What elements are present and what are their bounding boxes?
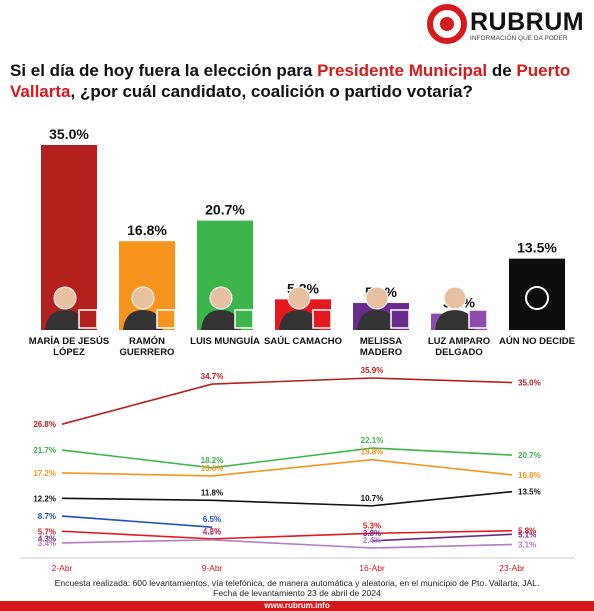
page: {"header": {"brand": "RUBRUM", "tagline"… — [0, 0, 594, 611]
data-label: 11.8% — [201, 488, 223, 497]
title-part: , ¿por cuál candidato, coalición o parti… — [71, 82, 473, 101]
series-line — [62, 516, 212, 527]
series-line — [62, 540, 512, 548]
portrait-head — [210, 287, 232, 309]
value-label: 35.0% — [49, 126, 89, 142]
bar — [509, 259, 565, 330]
data-label: 35.9% — [361, 366, 384, 375]
series-line — [62, 448, 512, 468]
data-label: 26.8% — [33, 420, 56, 429]
data-label: 5.1% — [518, 530, 536, 539]
portrait-head — [288, 287, 310, 309]
category-label: LUZ AMPARO DELGADO — [418, 336, 500, 358]
data-label: 8.7% — [38, 512, 56, 521]
tagline: INFORMACIÓN QUE DA PODER — [470, 35, 568, 42]
category-label: MELISSA MADERO — [340, 336, 422, 358]
party-logo — [313, 310, 331, 328]
category-label: AÚN NO DECIDE — [496, 336, 578, 347]
value-label: 16.8% — [127, 222, 167, 238]
data-label: 16.8% — [518, 471, 541, 480]
note-line: Fecha de levantamiento 23 de abril de 20… — [0, 588, 594, 598]
category-label: SAÚL CAMACHO — [262, 336, 344, 347]
brand: RUBRUM — [470, 8, 584, 37]
category-label: LUIS MUNGUÍA — [184, 336, 266, 347]
data-label: 22.1% — [361, 436, 384, 445]
data-label: 6.5% — [203, 515, 221, 524]
title-part: de — [487, 61, 516, 80]
value-label: 13.5% — [517, 240, 557, 256]
data-label: 3.4% — [38, 539, 56, 548]
portrait-head — [132, 287, 154, 309]
logo-dot — [440, 17, 454, 31]
category-label: MARÍA DE JESÚS LÓPEZ — [28, 336, 110, 358]
note-line: Encuesta realizada: 600 levantamientos, … — [0, 578, 594, 588]
data-label: 17.2% — [33, 469, 56, 478]
series-line — [62, 378, 512, 424]
x-tick-label: 23-Abr — [499, 563, 525, 573]
data-label: 20.7% — [518, 451, 541, 460]
portrait-head — [366, 287, 388, 309]
category-label: RAMÓN GUERRERO — [106, 336, 188, 358]
data-label: 2.4% — [363, 536, 381, 545]
note: Encuesta realizada: 600 levantamientos, … — [0, 578, 594, 598]
series-line — [62, 460, 512, 476]
portrait-head — [444, 287, 466, 309]
title-part: Si el día de hoy fuera la elección para — [10, 61, 317, 80]
party-logo — [79, 310, 97, 328]
data-label: 10.7% — [361, 494, 384, 503]
party-logo — [391, 310, 409, 328]
title-part: Presidente Municipal — [317, 61, 487, 80]
x-tick-label: 9-Abr — [202, 563, 223, 573]
data-label: 3.1% — [518, 540, 536, 549]
party-logo — [235, 310, 253, 328]
series-line — [62, 492, 512, 506]
series-line — [372, 534, 512, 541]
party-logo — [469, 310, 487, 328]
chart-title: Si el día de hoy fuera la elección para … — [10, 60, 584, 102]
data-label: 4.0% — [203, 528, 221, 537]
value-label: 20.7% — [205, 202, 245, 218]
data-label: 21.7% — [33, 446, 56, 455]
x-tick-label: 2-Abr — [52, 563, 73, 573]
x-tick-label: 16-Abr — [359, 563, 385, 573]
data-label: 12.2% — [33, 494, 56, 503]
data-label: 34.7% — [201, 372, 224, 381]
data-label: 19.8% — [361, 448, 384, 457]
footer-url: www.rubrum.info — [0, 601, 594, 611]
data-label: 35.0% — [518, 379, 541, 388]
party-logo — [157, 310, 175, 328]
data-label: 16.6% — [201, 464, 224, 473]
portrait-head — [54, 287, 76, 309]
data-label: 13.5% — [518, 488, 541, 497]
